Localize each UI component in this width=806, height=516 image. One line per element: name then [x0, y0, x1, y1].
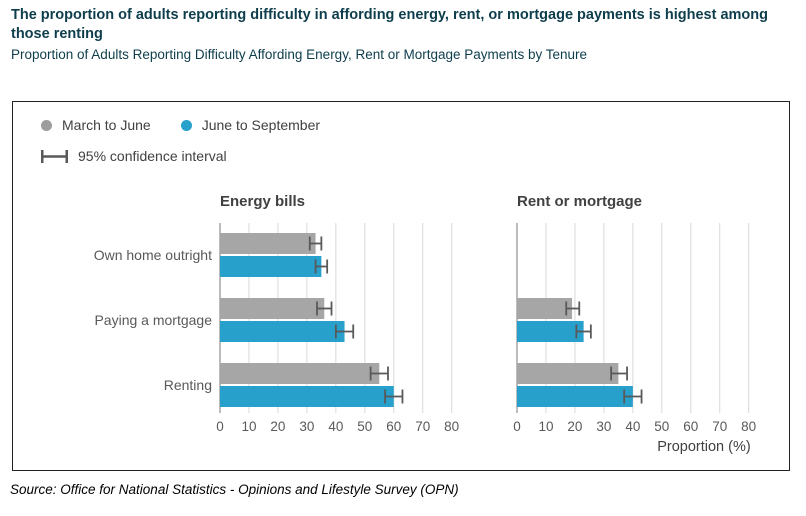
x-tick-label: 40: [625, 419, 640, 434]
legend: March to June June to September 95% conf…: [41, 114, 350, 176]
x-tick-label: 0: [513, 419, 521, 434]
legend-row-ci: 95% confidence interval: [41, 145, 350, 167]
x-tick-label: 40: [328, 419, 343, 434]
chart-title: The proportion of adults reporting diffi…: [11, 7, 768, 43]
chart-header: The proportion of adults reporting diffi…: [11, 6, 795, 64]
panel-title: Rent or mortgage: [517, 193, 642, 210]
category-label: Own home outright: [94, 247, 212, 263]
x-tick-label: 20: [567, 419, 582, 434]
legend-label-ci: 95% confidence interval: [78, 148, 227, 164]
x-tick-label: 10: [241, 419, 256, 434]
x-tick-label: 80: [741, 419, 756, 434]
bar: [220, 321, 345, 342]
x-tick-label: 80: [444, 419, 459, 434]
series-dot-icon: [180, 119, 192, 131]
x-tick-label: 10: [538, 419, 553, 434]
series-dot-icon: [41, 119, 52, 131]
source-note: Source: Office for National Statistics -…: [10, 482, 459, 497]
x-tick-label: 60: [683, 419, 698, 434]
x-tick-label: 50: [654, 419, 669, 434]
bar: [220, 298, 325, 319]
bar: [220, 363, 380, 384]
x-axis-title: Proportion (%): [657, 439, 750, 455]
x-tick-label: 70: [712, 419, 727, 434]
x-tick-label: 30: [299, 419, 314, 434]
bar: [517, 363, 619, 384]
legend-row-series: March to June June to September: [41, 114, 350, 136]
x-tick-label: 70: [415, 419, 430, 434]
category-label: Paying a mortgage: [94, 312, 212, 328]
x-tick-label: 20: [270, 419, 285, 434]
bar: [220, 386, 394, 407]
legend-item-march-to-june: March to June: [41, 117, 151, 133]
category-label: Renting: [164, 377, 212, 393]
legend-label: March to June: [62, 117, 151, 133]
confidence-interval-icon: [41, 149, 68, 163]
panel-title: Energy bills: [220, 193, 305, 210]
bar: [517, 321, 584, 342]
bar: [220, 233, 316, 254]
legend-item-june-to-september: June to September: [180, 117, 321, 133]
x-tick-label: 50: [357, 419, 372, 434]
bar: [517, 386, 633, 407]
x-tick-label: 0: [216, 419, 224, 434]
bar: [220, 256, 322, 277]
bar: [517, 298, 573, 319]
x-tick-label: 60: [386, 419, 401, 434]
chart-container: Own home outright Paying a mortgage Rentin…: [12, 101, 790, 471]
bar-chart: Own home outright Paying a mortgage Rentin…: [94, 193, 757, 455]
legend-label: June to September: [201, 117, 321, 133]
x-tick-label: 30: [596, 419, 611, 434]
chart-subtitle: Proportion of Adults Reporting Difficult…: [11, 47, 588, 63]
